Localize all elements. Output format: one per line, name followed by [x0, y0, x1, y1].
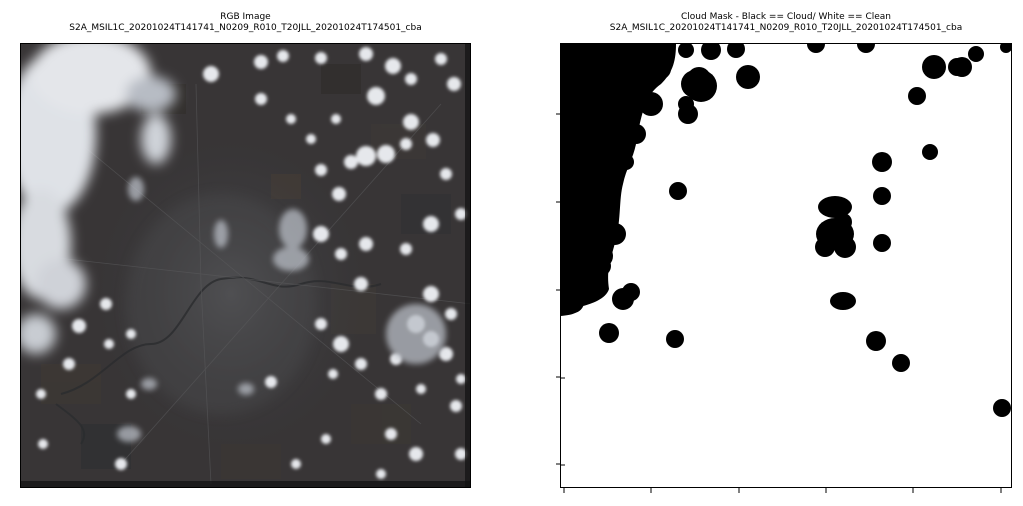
cloud-mask-image	[560, 43, 1012, 488]
rgb-satellite-picture	[21, 44, 470, 487]
rgb-title-scene-id: S2A_MSIL1C_20201024T141741_N0209_R010_T2…	[69, 23, 422, 33]
mask-title-heading: Cloud Mask - Black == Cloud/ White == Cl…	[681, 12, 891, 22]
mask-axis-ticks	[556, 113, 1002, 493]
rgb-title-heading: RGB Image	[220, 12, 271, 22]
mask-title-scene-id: S2A_MSIL1C_20201024T141741_N0209_R010_T2…	[609, 23, 963, 33]
cloud-mask-picture	[561, 44, 1011, 466]
rgb-image	[20, 43, 471, 488]
mask-panel-title: Cloud Mask - Black == Cloud/ White == Cl…	[560, 12, 1012, 34]
rgb-panel-title: RGB Image S2A_MSIL1C_20201024T141741_N02…	[20, 12, 471, 34]
